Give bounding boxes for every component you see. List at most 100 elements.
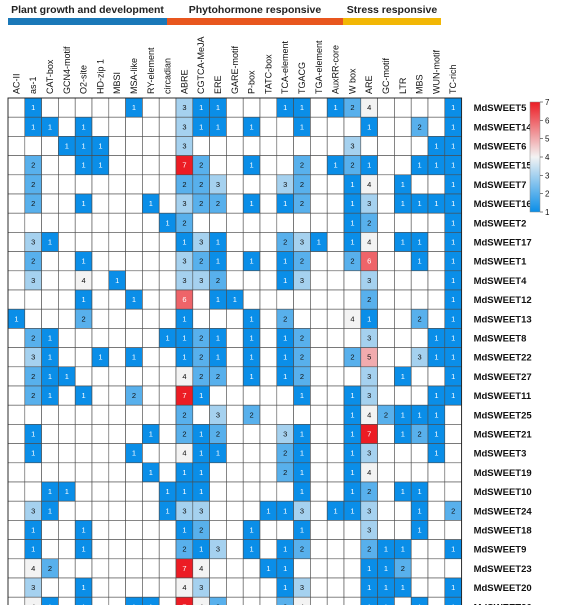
heatmap-cell (108, 366, 126, 387)
cell-value: 1 (401, 545, 405, 554)
heatmap-cell (326, 596, 345, 605)
cell-value: 3 (199, 506, 203, 515)
cell-value: 1 (182, 487, 186, 496)
cell-value: 2 (367, 487, 371, 496)
heatmap-cell (192, 289, 210, 310)
heatmap-cell (108, 212, 126, 233)
cell-value: 7 (182, 391, 186, 400)
heatmap-cell (310, 404, 328, 425)
cell-value: 1 (216, 122, 220, 131)
heatmap-cell (394, 500, 412, 521)
heatmap-cell (158, 347, 177, 368)
heatmap-cell (125, 328, 143, 348)
heatmap-cell (259, 596, 278, 605)
cell-value: 1 (350, 429, 354, 438)
heatmap-cell (209, 462, 227, 483)
heatmap-cell (259, 520, 278, 540)
group-label-2: Phytohormone responsive (189, 4, 322, 16)
heatmap-cell (427, 539, 446, 560)
cell-value: 1 (98, 141, 102, 150)
column-labels: AC-II as-1 CAT-box GCN4-motif O2-site HD-zip … (11, 36, 458, 94)
cell-value: 2 (31, 257, 35, 266)
cell-value: 1 (31, 122, 35, 131)
heatmap-cell (293, 136, 311, 156)
heatmap-cell (158, 251, 177, 272)
cell-value: 1 (434, 449, 438, 458)
heatmap-cell (326, 481, 345, 502)
heatmap-cell (343, 328, 362, 348)
cell-value: 4 (182, 372, 186, 381)
heatmap-cell (293, 308, 311, 329)
heatmap-cell (276, 596, 294, 605)
cell-value: 1 (300, 391, 304, 400)
heatmap-cell (343, 270, 362, 291)
heatmap-cell (259, 212, 278, 233)
heatmap-cell (158, 116, 177, 137)
heatmap-cell (192, 212, 210, 233)
cell-value: 1 (48, 602, 52, 605)
cell-value: 1 (182, 333, 186, 342)
cell-value: 3 (199, 583, 203, 592)
colorbar-tick-label: 1 (545, 208, 550, 217)
heatmap-cell (74, 212, 93, 233)
heatmap-cell (125, 155, 143, 176)
heatmap-cell (326, 174, 345, 195)
heatmap-cell (58, 232, 76, 252)
heatmap-cell (91, 577, 110, 598)
cell-value: 2 (182, 180, 186, 189)
cell-value: 1 (317, 237, 321, 246)
heatmap-cell (41, 251, 59, 272)
heatmap-cell (7, 443, 26, 464)
row-label: MdSWEET13 (474, 314, 532, 325)
row-label: MdSWEET11 (474, 391, 532, 402)
heatmap-cell (226, 481, 244, 502)
cell-value: 1 (367, 314, 371, 323)
cell-value: 1 (166, 506, 170, 515)
heatmap-cell (226, 385, 244, 406)
column-label: P-box (247, 70, 257, 94)
cell-value: 3 (367, 391, 371, 400)
heatmap-cell (310, 193, 328, 214)
heatmap-cell (310, 366, 328, 387)
grid-border (7, 97, 463, 605)
heatmap-cell (125, 520, 143, 540)
cell-value: 6 (182, 295, 186, 304)
cell-value: 2 (250, 410, 254, 419)
heatmap-cell (7, 424, 26, 444)
heatmap-cell (427, 558, 446, 579)
heatmap-cell (158, 462, 177, 483)
heatmap-cell (125, 539, 143, 560)
heatmap-cell (226, 443, 244, 464)
heatmap-cell (326, 232, 345, 252)
heatmap-cell (74, 596, 93, 605)
heatmap-cell (125, 558, 143, 579)
cell-value: 1 (65, 487, 69, 496)
cell-value: 2 (216, 602, 220, 605)
cell-value: 2 (216, 199, 220, 208)
heatmap-cell (58, 596, 76, 605)
cell-value: 2 (300, 257, 304, 266)
heatmap-cell (24, 404, 42, 425)
heatmap-cell (41, 462, 59, 483)
heatmap-cell (377, 385, 395, 406)
heatmap-cell (125, 404, 143, 425)
cell-value: 1 (82, 295, 86, 304)
cell-value: 3 (182, 276, 186, 285)
cell-value: 1 (367, 161, 371, 170)
heatmap-cell (74, 404, 93, 425)
heatmap-cell (125, 500, 143, 521)
cell-value: 1 (350, 506, 354, 515)
heatmap-cell (125, 212, 143, 233)
heatmap-cell (7, 558, 26, 579)
heatmap-cell (259, 193, 278, 214)
heatmap-cell (41, 155, 59, 176)
heatmap-cell (41, 174, 59, 195)
cell-value: 1 (451, 372, 455, 381)
heatmap-cell (58, 520, 76, 540)
heatmap-cell (293, 558, 311, 579)
heatmap-cell (24, 308, 42, 329)
heatmap-cell (209, 385, 227, 406)
cell-value: 1 (250, 122, 254, 131)
heatmap-cell (410, 577, 429, 598)
heatmap-cell (142, 251, 160, 272)
